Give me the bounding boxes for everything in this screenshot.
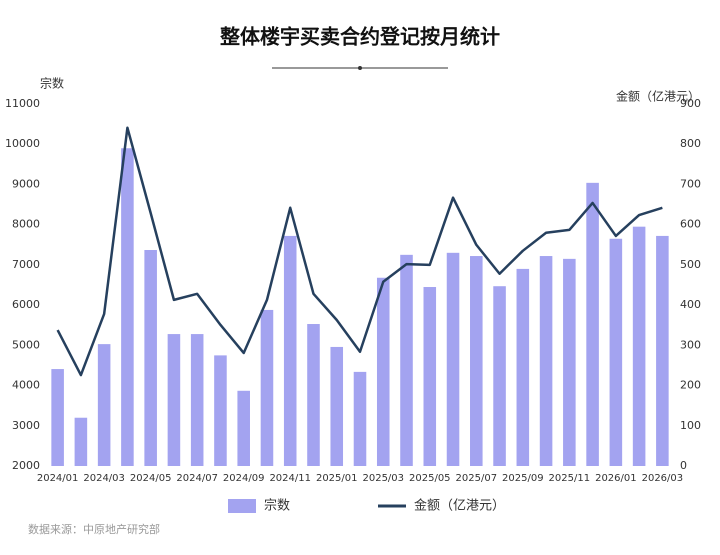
bar (144, 250, 157, 466)
y-tick-label: 6000 (12, 298, 40, 311)
legend-label: 宗数 (264, 498, 290, 514)
x-tick-label: 2024/09 (223, 473, 265, 484)
chart-title: 整体楼宇买卖合约登记按月统计 (219, 25, 500, 49)
bar (330, 346, 344, 466)
bar (446, 252, 460, 466)
y-tick-label: 2000 (12, 459, 40, 472)
y-tick-label: 3000 (12, 419, 40, 432)
y2-axis-title: 金额（亿港元） (616, 89, 700, 104)
bar (586, 182, 599, 466)
y-tick-label: 11000 (5, 97, 40, 110)
bar (307, 324, 320, 466)
bar (121, 148, 134, 466)
title-dot (358, 66, 362, 70)
x-tick-label: 2024/03 (83, 473, 125, 484)
y-tick-label: 5000 (12, 338, 40, 351)
x-tick-label: 2024/07 (176, 473, 218, 484)
bar (516, 268, 530, 466)
bar (214, 355, 227, 466)
source-note: 数据来源：中原地产研究部 (28, 522, 160, 536)
bar (51, 369, 64, 466)
bar (656, 235, 669, 466)
bar (539, 256, 553, 466)
bar (260, 309, 274, 466)
bar (632, 226, 646, 466)
bar (353, 371, 367, 466)
y2-tick-label: 100 (680, 419, 701, 432)
legend-swatch (228, 499, 256, 513)
bar (609, 238, 623, 466)
bar (376, 277, 390, 466)
bar (400, 254, 413, 466)
y-axis-title: 宗数 (40, 76, 64, 91)
y2-tick-label: 900 (680, 97, 701, 110)
y-tick-label: 8000 (12, 218, 40, 231)
x-tick-label: 2025/09 (502, 473, 544, 484)
bar (493, 286, 506, 466)
bar (237, 390, 250, 466)
bar (167, 334, 181, 466)
y2-tick-label: 300 (680, 338, 701, 351)
y2-tick-label: 600 (680, 218, 701, 231)
x-tick-label: 2024/05 (130, 473, 172, 484)
y2-tick-label: 800 (680, 137, 701, 150)
y-tick-label: 9000 (12, 177, 40, 190)
y2-tick-label: 0 (680, 459, 687, 472)
bar (74, 417, 88, 466)
y2-tick-label: 500 (680, 258, 701, 271)
y2-tick-label: 200 (680, 379, 701, 392)
x-tick-label: 2025/11 (549, 473, 591, 484)
y-tick-label: 4000 (12, 379, 40, 392)
line (56, 126, 663, 377)
bar (423, 287, 437, 466)
bar (97, 344, 111, 466)
x-tick-label: 2026/03 (642, 473, 684, 484)
x-tick-label: 2024/11 (269, 473, 311, 484)
bar (283, 235, 297, 466)
x-tick-label: 2024/01 (37, 473, 79, 484)
x-tick-label: 2025/01 (316, 473, 358, 484)
y2-tick-label: 400 (680, 298, 701, 311)
bar (190, 334, 204, 466)
y-tick-label: 7000 (12, 258, 40, 271)
legend-label: 金额（亿港元） (414, 498, 505, 514)
x-tick-label: 2025/05 (409, 473, 451, 484)
x-tick-label: 2026/01 (595, 473, 637, 484)
bar (470, 256, 483, 466)
bar (563, 258, 576, 466)
y2-tick-label: 700 (680, 177, 701, 190)
y-tick-label: 10000 (5, 137, 40, 150)
x-tick-label: 2025/07 (456, 473, 498, 484)
x-tick-label: 2025/03 (362, 473, 404, 484)
